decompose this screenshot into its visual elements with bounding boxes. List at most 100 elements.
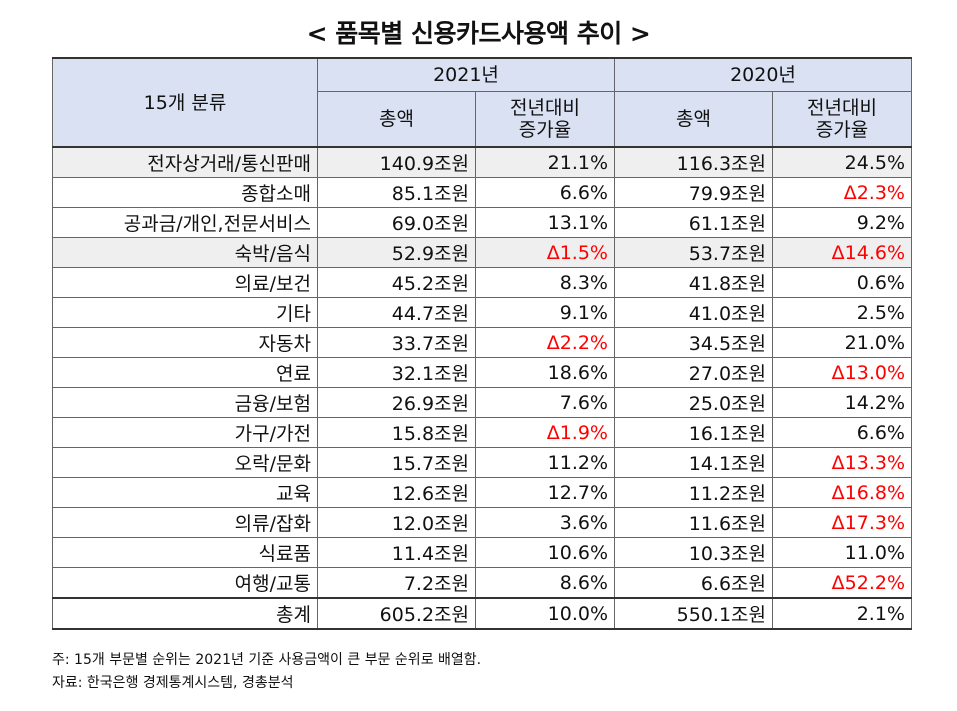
table-row: 오락/문화 15.7조원 11.2% 14.1조원 Δ13.3% (52, 447, 912, 478)
year-2021-header: 2021년 (317, 57, 615, 92)
growth-2021-cell: Δ2.2% (475, 327, 615, 358)
category-cell: 연료 (52, 357, 318, 388)
table-row: 가구/가전 15.8조원 Δ1.9% 16.1조원 6.6% (52, 417, 912, 448)
total-2020-cell: 53.7조원 (614, 237, 773, 268)
total-2021-cell: 140.9조원 (317, 146, 476, 178)
table-row: 자동차 33.7조원 Δ2.2% 34.5조원 21.0% (52, 327, 912, 358)
total-2021-cell: 11.4조원 (317, 537, 476, 568)
growth-2021-cell: 21.1% (475, 146, 615, 178)
total-2021-cell: 85.1조원 (317, 177, 476, 208)
page-title: < 품목별 신용카드사용액 추이 > (306, 19, 651, 48)
total-row: 총계 605.2조원 10.0% 550.1조원 2.1% (52, 597, 912, 630)
growth-label-line2: 증가율 (815, 119, 869, 141)
total-2021-cell: 605.2조원 (317, 597, 476, 630)
growth-label-line1: 전년대비 (807, 97, 877, 119)
table-row: 종합소매 85.1조원 6.6% 79.9조원 Δ2.3% (52, 177, 912, 208)
category-cell: 의류/잡화 (52, 507, 318, 538)
growth-2020-cell: Δ2.3% (772, 177, 912, 208)
footnote-source: 자료: 한국은행 경제통계시스템, 경총분석 (52, 675, 294, 691)
total-2021-cell: 15.7조원 (317, 447, 476, 478)
total-2020-cell: 16.1조원 (614, 417, 773, 448)
total-2020-cell: 550.1조원 (614, 597, 773, 630)
table-row: 여행/교통 7.2조원 8.6% 6.6조원 Δ52.2% (52, 567, 912, 599)
growth-2021-cell: 12.7% (475, 477, 615, 508)
growth-2021-cell: 9.1% (475, 297, 615, 328)
total-2020-cell: 25.0조원 (614, 387, 773, 418)
total-2020-cell: 11.2조원 (614, 477, 773, 508)
growth-2020-cell: Δ13.3% (772, 447, 912, 478)
category-cell: 숙박/음식 (52, 237, 318, 268)
growth-2020-cell: 14.2% (772, 387, 912, 418)
total-2021-cell: 7.2조원 (317, 567, 476, 599)
category-cell: 교육 (52, 477, 318, 508)
table-row: 의료/보건 45.2조원 8.3% 41.8조원 0.6% (52, 267, 912, 298)
total-2020-cell: 34.5조원 (614, 327, 773, 358)
table-row: 전자상거래/통신판매 140.9조원 21.1% 116.3조원 24.5% (52, 146, 912, 178)
growth-2020-cell: Δ17.3% (772, 507, 912, 538)
category-cell: 여행/교통 (52, 567, 318, 599)
table-body: 전자상거래/통신판매 140.9조원 21.1% 116.3조원 24.5% 종합소매 85… (52, 146, 912, 630)
growth-2020-header: 전년대비 증가율 (772, 91, 912, 148)
growth-2020-cell: 9.2% (772, 207, 912, 238)
growth-2020-cell: 6.6% (772, 417, 912, 448)
total-2020-cell: 61.1조원 (614, 207, 773, 238)
growth-2020-cell: Δ16.8% (772, 477, 912, 508)
total-2021-cell: 33.7조원 (317, 327, 476, 358)
growth-2020-cell: 24.5% (772, 146, 912, 178)
growth-2020-cell: Δ52.2% (772, 567, 912, 599)
category-header: 15개 분류 (52, 57, 318, 148)
growth-2020-cell: 2.1% (772, 597, 912, 630)
growth-label-line2: 증가율 (518, 119, 572, 141)
table-row: 금융/보험 26.9조원 7.6% 25.0조원 14.2% (52, 387, 912, 418)
total-2021-cell: 45.2조원 (317, 267, 476, 298)
total-2021-cell: 32.1조원 (317, 357, 476, 388)
total-2021-cell: 15.8조원 (317, 417, 476, 448)
total-2020-cell: 11.6조원 (614, 507, 773, 538)
growth-2021-cell: 3.6% (475, 507, 615, 538)
total-2021-cell: 12.6조원 (317, 477, 476, 508)
year-2020-header: 2020년 (614, 57, 912, 92)
growth-2020-cell: Δ14.6% (772, 237, 912, 268)
category-cell: 금융/보험 (52, 387, 318, 418)
category-cell: 자동차 (52, 327, 318, 358)
footnote-ranking: 주: 15개 부문별 순위는 2021년 기준 사용금액이 큰 부문 순위로 배… (52, 652, 482, 668)
growth-2021-cell: 11.2% (475, 447, 615, 478)
growth-2021-cell: 8.3% (475, 267, 615, 298)
table-row: 기타 44.7조원 9.1% 41.0조원 2.5% (52, 297, 912, 328)
total-2021-cell: 69.0조원 (317, 207, 476, 238)
table-row: 식료품 11.4조원 10.6% 10.3조원 11.0% (52, 537, 912, 568)
category-cell: 전자상거래/통신판매 (52, 146, 318, 178)
total-2021-header: 총액 (317, 91, 476, 148)
growth-2021-cell: 6.6% (475, 177, 615, 208)
total-2020-cell: 10.3조원 (614, 537, 773, 568)
growth-2021-header: 전년대비 증가율 (475, 91, 615, 148)
category-cell: 공과금/개인,전문서비스 (52, 207, 318, 238)
category-cell: 종합소매 (52, 177, 318, 208)
category-cell: 기타 (52, 297, 318, 328)
growth-2021-cell: Δ1.5% (475, 237, 615, 268)
total-2021-cell: 52.9조원 (317, 237, 476, 268)
total-2021-cell: 12.0조원 (317, 507, 476, 538)
total-2021-cell: 26.9조원 (317, 387, 476, 418)
category-cell: 가구/가전 (52, 417, 318, 448)
total-2020-cell: 27.0조원 (614, 357, 773, 388)
growth-2020-cell: 2.5% (772, 297, 912, 328)
growth-2020-cell: 21.0% (772, 327, 912, 358)
growth-2021-cell: 10.0% (475, 597, 615, 630)
category-cell: 의료/보건 (52, 267, 318, 298)
total-2021-cell: 44.7조원 (317, 297, 476, 328)
growth-2021-cell: 10.6% (475, 537, 615, 568)
growth-2021-cell: 8.6% (475, 567, 615, 599)
table-row: 공과금/개인,전문서비스 69.0조원 13.1% 61.1조원 9.2% (52, 207, 912, 238)
card-spending-table: 15개 분류 2021년 2020년 총액 전년대비 증가율 총액 전년대비 증가율… (52, 57, 912, 630)
growth-2020-cell: Δ13.0% (772, 357, 912, 388)
growth-2021-cell: 18.6% (475, 357, 615, 388)
table-row: 숙박/음식 52.9조원 Δ1.5% 53.7조원 Δ14.6% (52, 237, 912, 268)
growth-2021-cell: 13.1% (475, 207, 615, 238)
table-row: 교육 12.6조원 12.7% 11.2조원 Δ16.8% (52, 477, 912, 508)
footnotes: 주: 15개 부문별 순위는 2021년 기준 사용금액이 큰 부문 순위로 배… (52, 649, 481, 695)
table-row: 연료 32.1조원 18.6% 27.0조원 Δ13.0% (52, 357, 912, 388)
total-2020-cell: 116.3조원 (614, 146, 773, 178)
total-2020-cell: 14.1조원 (614, 447, 773, 478)
total-2020-cell: 41.0조원 (614, 297, 773, 328)
